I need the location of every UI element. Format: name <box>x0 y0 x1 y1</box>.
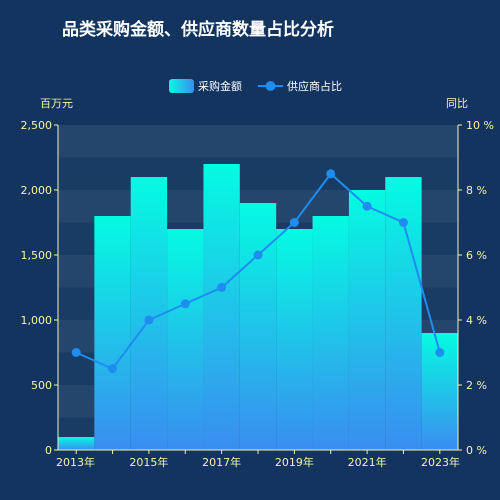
bar <box>348 190 386 450</box>
line-point <box>217 283 227 292</box>
x-tick-label: 2021年 <box>348 455 387 469</box>
line-point <box>326 169 336 179</box>
bar <box>385 177 422 450</box>
line-point <box>289 218 299 227</box>
line-series <box>71 169 445 374</box>
left-tick-label: 1,500 <box>21 249 53 262</box>
right-tick-label: 6 % <box>466 249 487 262</box>
left-axis-unit: 百万元 <box>40 97 73 110</box>
line-point <box>362 201 372 211</box>
legend-item-line[interactable]: 供应商占比 <box>258 79 342 93</box>
bar <box>312 216 349 450</box>
right-tick-label: 4 % <box>466 314 487 327</box>
x-tick-label: 2023年 <box>421 455 460 469</box>
x-axis-ticks: 2013年 2015年 2017年 2019年 2021年 2023年 <box>56 450 460 469</box>
left-tick-label: 1,000 <box>21 314 53 327</box>
bar <box>167 229 204 450</box>
x-tick-label: 2017年 <box>202 455 241 469</box>
line-point <box>144 315 154 325</box>
left-tick-label: 2,500 <box>21 119 53 132</box>
right-axis-ticks: 0 % 2 % 4 % 6 % 8 % 10 % <box>458 119 494 457</box>
line-point <box>253 250 263 260</box>
line-point <box>435 348 445 357</box>
bar <box>239 203 277 450</box>
grid-band <box>58 125 458 158</box>
right-tick-label: 8 % <box>466 184 487 197</box>
left-tick-label: 0 <box>45 444 52 457</box>
left-axis-ticks: 0 500 1,000 1,500 2,000 2,500 <box>21 119 58 457</box>
chart-title: 品类采购金额、供应商数量占比分析 <box>62 19 334 40</box>
right-axis-unit: 同比 <box>446 97 468 110</box>
legend-bar-swatch <box>169 79 194 93</box>
legend-item-bar[interactable]: 采购金额 <box>169 79 242 93</box>
bar <box>94 216 131 450</box>
x-tick-label: 2015年 <box>129 455 168 469</box>
left-tick-label: 500 <box>31 379 52 392</box>
right-tick-label: 10 % <box>466 119 494 132</box>
legend-line-label: 供应商占比 <box>287 79 342 93</box>
right-tick-label: 2 % <box>466 379 487 392</box>
x-tick-label: 2013年 <box>56 455 95 469</box>
bar <box>276 229 313 450</box>
bar <box>203 164 240 450</box>
left-tick-label: 2,000 <box>21 184 53 197</box>
bar <box>58 437 95 450</box>
legend: 采购金额 供应商占比 <box>169 79 342 93</box>
line-point <box>71 348 81 357</box>
right-tick-label: 0 % <box>466 444 487 457</box>
legend-line-marker <box>265 81 276 91</box>
line-point <box>398 218 408 227</box>
line-point <box>180 299 190 309</box>
legend-bar-label: 采购金额 <box>198 79 242 93</box>
x-tick-label: 2019年 <box>275 455 314 469</box>
line-point <box>108 364 118 374</box>
